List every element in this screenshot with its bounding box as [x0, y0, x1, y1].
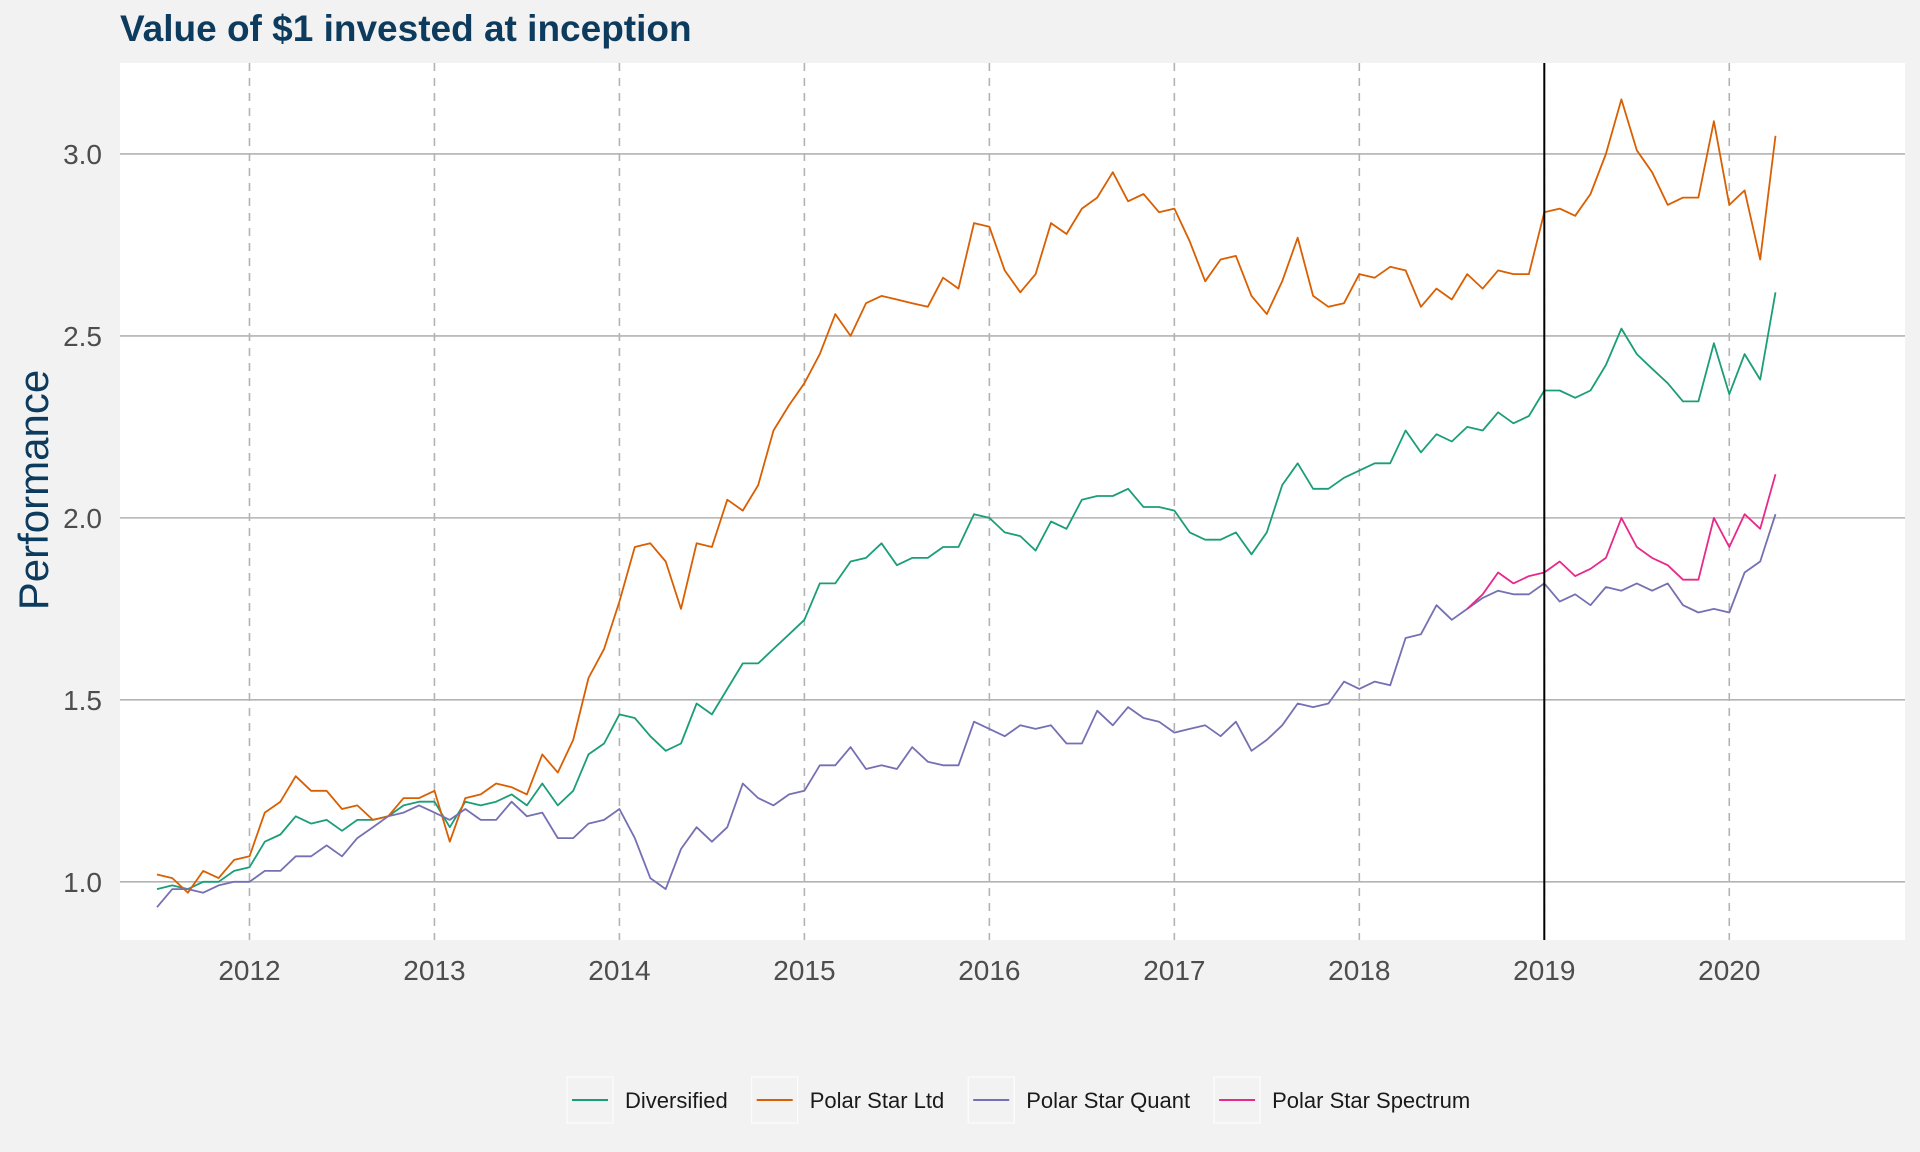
legend-label: Polar Star Quant [1026, 1088, 1190, 1113]
x-tick-label: 2012 [218, 955, 280, 986]
x-tick-label: 2017 [1143, 955, 1205, 986]
series-layer [156, 63, 1777, 940]
legend-item: Polar Star Quant [967, 1076, 1190, 1124]
legend-label: Diversified [625, 1088, 728, 1113]
legend-label: Polar Star Ltd [810, 1088, 945, 1113]
y-tick-label: 3.0 [63, 139, 102, 170]
y-tick-label: 1.5 [63, 685, 102, 716]
legend-item: Polar Star Spectrum [1213, 1076, 1470, 1124]
x-tick-label: 2015 [773, 955, 835, 986]
chart-title: Value of $1 invested at inception [120, 8, 692, 49]
x-tick-label: 2016 [958, 955, 1020, 986]
y-tick-label: 2.0 [63, 503, 102, 534]
x-tick-label: 2019 [1513, 955, 1575, 986]
x-tick-label: 2014 [588, 955, 650, 986]
legend-item: Polar Star Ltd [751, 1076, 945, 1124]
legend-label: Polar Star Spectrum [1272, 1088, 1470, 1113]
y-tick-label: 2.5 [63, 321, 102, 352]
x-tick-label: 2013 [403, 955, 465, 986]
plot-panel [120, 63, 1905, 940]
y-tick-label: 1.0 [63, 867, 102, 898]
axis-layer: 1.0 1.5 2.0 2.5 3.0 2012 2013 2014 2015 2016 2017 2… [63, 139, 1760, 986]
series-line-2 [156, 98, 1777, 894]
series-line-1 [156, 292, 1777, 890]
x-tick-label: 2020 [1698, 955, 1760, 986]
legend-item: Diversified [566, 1076, 728, 1124]
grid-layer [120, 63, 1905, 940]
x-tick-label: 2018 [1328, 955, 1390, 986]
legend: Diversified Polar Star Ltd Polar Star Quan… [566, 1076, 1470, 1124]
series-line-3 [156, 513, 1777, 908]
y-axis-label: Performance [10, 370, 57, 610]
series-line-4 [1466, 473, 1777, 610]
